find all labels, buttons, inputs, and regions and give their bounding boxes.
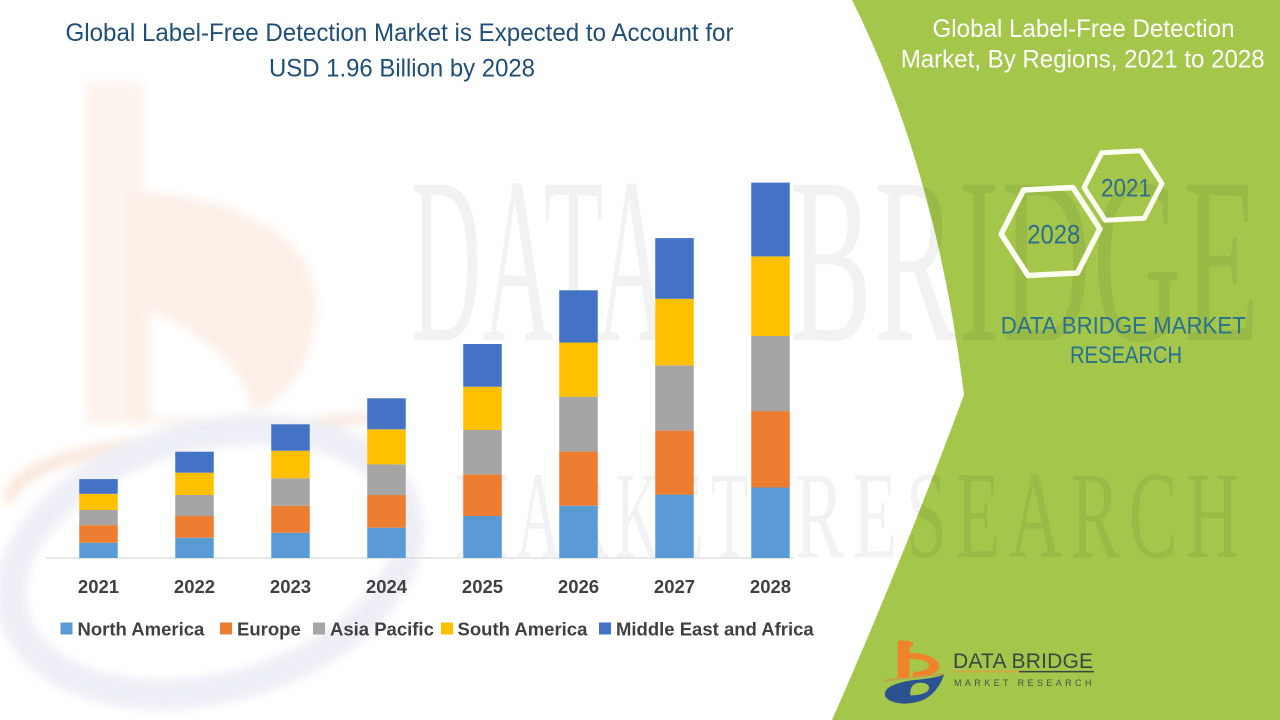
svg-text:2023: 2023: [270, 576, 311, 597]
svg-text:BRIDGE: BRIDGE: [790, 129, 1261, 391]
svg-text:2021: 2021: [1101, 175, 1151, 203]
svg-text:2026: 2026: [558, 576, 599, 597]
svg-text:2025: 2025: [462, 576, 503, 597]
svg-text:MARKET: MARKET: [455, 448, 756, 585]
svg-text:DATA BRIDGE MARKET: DATA BRIDGE MARKET: [1001, 312, 1246, 339]
svg-text:Asia Pacific: Asia Pacific: [330, 619, 434, 640]
svg-text:DATA BRIDGE: DATA BRIDGE: [953, 650, 1093, 673]
svg-text:MARKET RESEARCH: MARKET RESEARCH: [954, 678, 1095, 688]
svg-text:Global Label-Free Detection: Global Label-Free Detection: [933, 15, 1235, 43]
svg-text:Europe: Europe: [237, 619, 301, 640]
svg-text:2027: 2027: [654, 576, 695, 597]
svg-text:2022: 2022: [174, 576, 215, 597]
svg-text:Middle East and Africa: Middle East and Africa: [616, 619, 814, 640]
svg-text:RESEARCH: RESEARCH: [795, 447, 1248, 585]
svg-text:USD 1.96 Billion by 2028: USD 1.96 Billion by 2028: [269, 55, 535, 83]
svg-text:2024: 2024: [366, 576, 408, 597]
svg-text:2028: 2028: [1027, 219, 1080, 249]
svg-text:South America: South America: [458, 619, 589, 640]
svg-text:North America: North America: [78, 619, 206, 640]
svg-text:2028: 2028: [750, 576, 791, 597]
svg-text:DATA: DATA: [411, 131, 669, 393]
svg-text:Market, By Regions, 2021 to 20: Market, By Regions, 2021 to 2028: [901, 45, 1265, 73]
svg-text:2021: 2021: [78, 576, 119, 597]
svg-text:RESEARCH: RESEARCH: [1070, 342, 1182, 369]
svg-text:Global Label-Free Detection M: Global Label-Free Detection Market is Ex…: [66, 19, 734, 47]
